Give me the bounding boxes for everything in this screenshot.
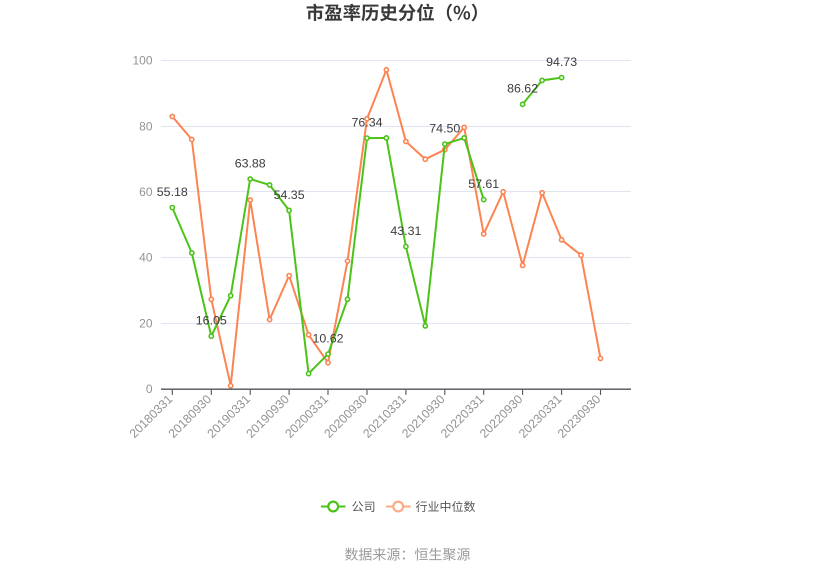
svg-text:0: 0 [146,382,153,396]
svg-text:16.05: 16.05 [196,314,227,328]
svg-text:43.31: 43.31 [390,224,421,238]
svg-text:86.62: 86.62 [507,82,538,96]
svg-text:60: 60 [139,185,153,199]
svg-text:54.35: 54.35 [274,188,305,202]
svg-text:57.61: 57.61 [468,177,499,191]
svg-text:94.73: 94.73 [546,55,577,69]
svg-text:80: 80 [139,119,153,133]
svg-text:40: 40 [139,251,153,265]
svg-text:63.88: 63.88 [235,156,266,170]
svg-text:20: 20 [139,316,153,330]
svg-text:76.34: 76.34 [351,116,382,130]
svg-text:100: 100 [132,54,152,68]
svg-text:74.50: 74.50 [429,122,460,136]
svg-text:55.18: 55.18 [157,185,188,199]
svg-text:10.62: 10.62 [312,332,343,346]
